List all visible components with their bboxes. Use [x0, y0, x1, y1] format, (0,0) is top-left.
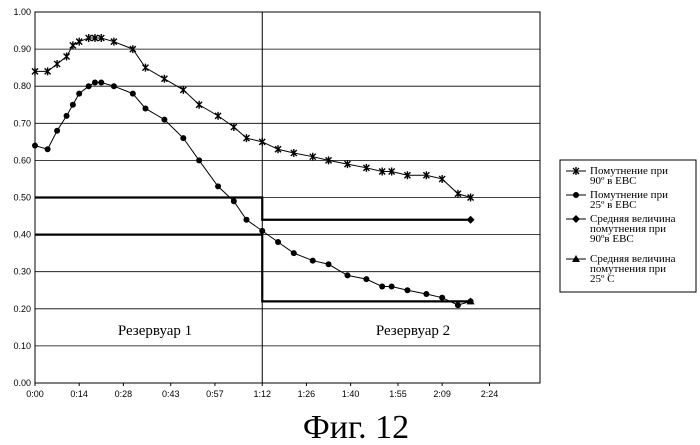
data-point: [76, 91, 82, 97]
data-point: [379, 284, 385, 290]
legend-text-line: 25º С: [590, 273, 615, 285]
y-tick-label: 0.40: [13, 230, 31, 240]
data-point: [45, 146, 51, 152]
region-label-tank-2: Резервуар 2: [376, 323, 450, 339]
legend-text-line: 25º в EBC: [590, 199, 637, 211]
y-tick-label: 0.80: [13, 81, 31, 91]
x-tick-label: 0:14: [70, 389, 88, 399]
data-point: [111, 83, 117, 89]
data-point: [215, 183, 221, 189]
y-tick-label: 0.20: [13, 304, 31, 314]
data-point: [455, 302, 461, 308]
x-tick-label: 0:00: [26, 389, 44, 399]
data-point: [54, 128, 60, 134]
x-tick-label: 2:24: [481, 389, 499, 399]
x-tick-label: 1:55: [389, 389, 407, 399]
legend-marker: [573, 192, 579, 198]
legend-text-line: 90º в EBC: [590, 175, 637, 187]
y-axis-ticks: 0.00 0.10 0.20 0.30 0.40 0.50 0.60 0.70 0.80 0.90…: [13, 7, 31, 388]
data-point: [196, 157, 202, 163]
y-tick-label: 1.00: [13, 7, 31, 17]
data-point: [275, 239, 281, 245]
y-tick-label: 0.00: [13, 378, 31, 388]
x-tick-label: 2:09: [433, 389, 451, 399]
y-tick-label: 0.70: [13, 118, 31, 128]
data-point: [404, 287, 410, 293]
x-tick-label: 1:26: [298, 389, 316, 399]
data-point: [180, 135, 186, 141]
figure-caption: Фиг. 12: [303, 409, 409, 445]
data-point: [344, 272, 350, 278]
data-point: [86, 83, 92, 89]
legend-text-line: 90ºв EBC: [590, 233, 634, 245]
y-tick-label: 0.90: [13, 44, 31, 54]
x-tick-label: 1:40: [342, 389, 360, 399]
y-tick-label: 0.60: [13, 155, 31, 165]
x-tick-label: 0:43: [162, 389, 180, 399]
x-axis-ticks: 0:00 0:14 0:28 0:43 0:57 1:12 1:26 1:40 1:55 2:09…: [26, 383, 498, 399]
data-point: [92, 79, 98, 85]
data-point: [389, 284, 395, 290]
data-point: [326, 261, 332, 267]
x-tick-label: 0:57: [206, 389, 224, 399]
data-point: [243, 217, 249, 223]
data-point: [231, 198, 237, 204]
data-point: [130, 91, 136, 97]
region-label-tank-1: Резервуар 1: [118, 323, 192, 339]
y-tick-label: 0.10: [13, 341, 31, 351]
data-point: [161, 117, 167, 123]
y-tick-label: 0.30: [13, 267, 31, 277]
data-point: [291, 250, 297, 256]
x-tick-label: 1:12: [253, 389, 271, 399]
data-point: [363, 276, 369, 282]
y-tick-label: 0.50: [13, 193, 31, 203]
data-point: [310, 258, 316, 264]
data-point: [423, 291, 429, 297]
data-point: [142, 105, 148, 111]
data-point: [98, 79, 104, 85]
data-point: [64, 113, 70, 119]
data-point: [439, 295, 445, 301]
x-tick-label: 0:28: [115, 389, 133, 399]
data-point: [32, 143, 38, 149]
data-point: [70, 102, 76, 108]
